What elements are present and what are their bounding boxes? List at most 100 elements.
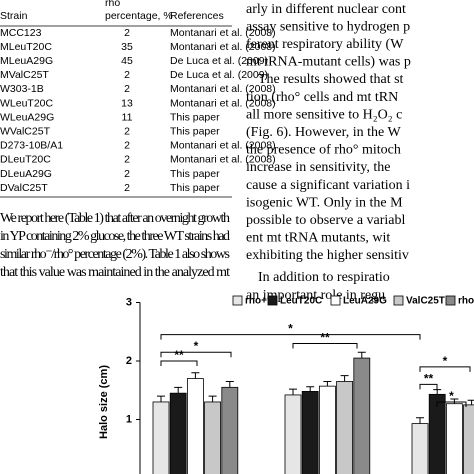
- legend-label: rho+: [245, 296, 267, 307]
- y-tick-label: 3: [126, 296, 132, 308]
- significance-label: *: [443, 354, 448, 368]
- text-line: exhibiting the higher sensitiv: [246, 248, 409, 263]
- bar: [186, 378, 204, 474]
- legend-swatch: [232, 295, 243, 306]
- text-line: arly in different nuclear cont: [246, 2, 406, 17]
- error-bar: [289, 388, 297, 395]
- table-cell: MLeuT20C: [0, 41, 52, 53]
- table-header: Strain: [0, 10, 28, 22]
- legend-swatch: [445, 295, 456, 306]
- error-bar: [174, 386, 183, 394]
- text-line: an important role in regu: [246, 288, 385, 303]
- text-line: increase in sensitivity, the: [246, 160, 391, 175]
- significance-bracket: [436, 401, 467, 407]
- significance-bracket: [419, 383, 438, 390]
- error-bar: [208, 395, 217, 402]
- bar: [318, 385, 336, 474]
- table-cell: 2: [124, 168, 130, 180]
- legend-label: LeuA29G: [343, 296, 387, 307]
- table-cell: 2: [124, 154, 130, 166]
- table-cell: Montanari et al. (2008): [170, 140, 276, 152]
- table-cell: 2: [124, 125, 130, 137]
- table-cell: D273-10B/A1: [0, 140, 63, 152]
- significance-bracket: [292, 342, 358, 349]
- legend-label: rho°: [458, 296, 474, 307]
- significance-bracket: [160, 360, 198, 366]
- table-cell: W303-1B: [0, 83, 44, 95]
- table-cell: This paper: [170, 182, 220, 194]
- y-tick-label: 2: [126, 355, 132, 367]
- table-cell: DValC25T: [0, 182, 48, 194]
- text-line: in YP containing 2% glucose, the three W…: [0, 229, 230, 244]
- bar: [152, 401, 170, 474]
- significance-label: **: [174, 348, 184, 362]
- error-bar: [467, 399, 474, 405]
- bar: [463, 404, 474, 474]
- text-line: tion (rho° cells and mt tRN: [246, 90, 398, 105]
- bar: [204, 401, 222, 474]
- error-bar: [323, 380, 332, 387]
- legend-swatch: [330, 295, 341, 306]
- table-cell: 35: [121, 41, 133, 53]
- table-header: rho: [105, 0, 120, 9]
- text-line: the presence of rho° mitoch: [246, 143, 401, 158]
- table-cell: 2: [124, 69, 130, 81]
- bar: [336, 381, 354, 474]
- table-cell: This paper: [170, 168, 220, 180]
- text-line: We report here (Table 1) that after an o…: [0, 211, 230, 226]
- bar: [221, 386, 239, 474]
- bar: [411, 423, 429, 474]
- text-line: ferent respiratory ability (W: [246, 37, 404, 52]
- bar: [353, 357, 371, 474]
- table-cell: De Luca et al. (2009): [170, 55, 268, 67]
- table-cell: Montanari et al. (2008): [170, 83, 276, 95]
- legend-label: ValC25T: [406, 296, 445, 307]
- text-line: all more sensitive to H₂O₂ c: [246, 107, 402, 122]
- table-header: References: [170, 10, 224, 22]
- table-cell: 2: [124, 83, 130, 95]
- table-cell: This paper: [170, 125, 220, 137]
- table-cell: 2: [124, 27, 130, 39]
- text-line: that this value was maintained in the an…: [0, 265, 230, 280]
- legend-swatch: [267, 295, 278, 306]
- bar: [301, 391, 319, 474]
- table-header: percentage, %: [105, 10, 173, 22]
- table-cell: MValC25T: [0, 69, 49, 81]
- table-cell: DLeuT20C: [0, 154, 51, 166]
- table-cell: 13: [121, 97, 133, 109]
- table-cell: Montanari et al. (2008): [170, 154, 276, 166]
- text-line: In addition to respiratio: [258, 270, 390, 285]
- table-cell: 2: [124, 182, 130, 194]
- legend-label: LeuT20C: [280, 296, 322, 307]
- significance-bracket: [160, 334, 421, 340]
- bar: [284, 394, 302, 474]
- significance-label: *: [449, 389, 454, 403]
- legend-swatch: [393, 295, 404, 306]
- text-line: ent mt tRNA mutants, wit: [246, 231, 390, 246]
- error-bar: [357, 351, 366, 359]
- significance-label: **: [320, 330, 330, 344]
- y-axis-label: Halo size (cm): [98, 365, 110, 439]
- table-cell: De Luca et al. (2009): [170, 69, 268, 81]
- error-bar: [450, 398, 459, 404]
- error-bar: [306, 386, 315, 392]
- text-line: (Fig. 6). However, in the W: [246, 125, 401, 140]
- significance-bracket: [419, 366, 471, 372]
- significance-label: *: [288, 322, 293, 336]
- error-bar: [191, 372, 200, 379]
- table-cell: This paper: [170, 111, 220, 123]
- error-bar: [416, 417, 424, 424]
- table-cell: DLeuA29G: [0, 168, 52, 180]
- table-cell: Montanari et al. (2008): [170, 97, 276, 109]
- text-line: mt tRNA-mutant cells) was p: [246, 55, 411, 70]
- table-cell: Montanari et al. (2008): [170, 27, 276, 39]
- table-cell: WLeuA29G: [0, 111, 54, 123]
- table-cell: WValC25T: [0, 125, 51, 137]
- text-line: The results showed that st: [258, 72, 404, 87]
- table-cell: 45: [121, 55, 133, 67]
- table-cell: MCC123: [0, 27, 42, 39]
- error-bar: [340, 375, 349, 382]
- significance-label: **: [424, 371, 434, 385]
